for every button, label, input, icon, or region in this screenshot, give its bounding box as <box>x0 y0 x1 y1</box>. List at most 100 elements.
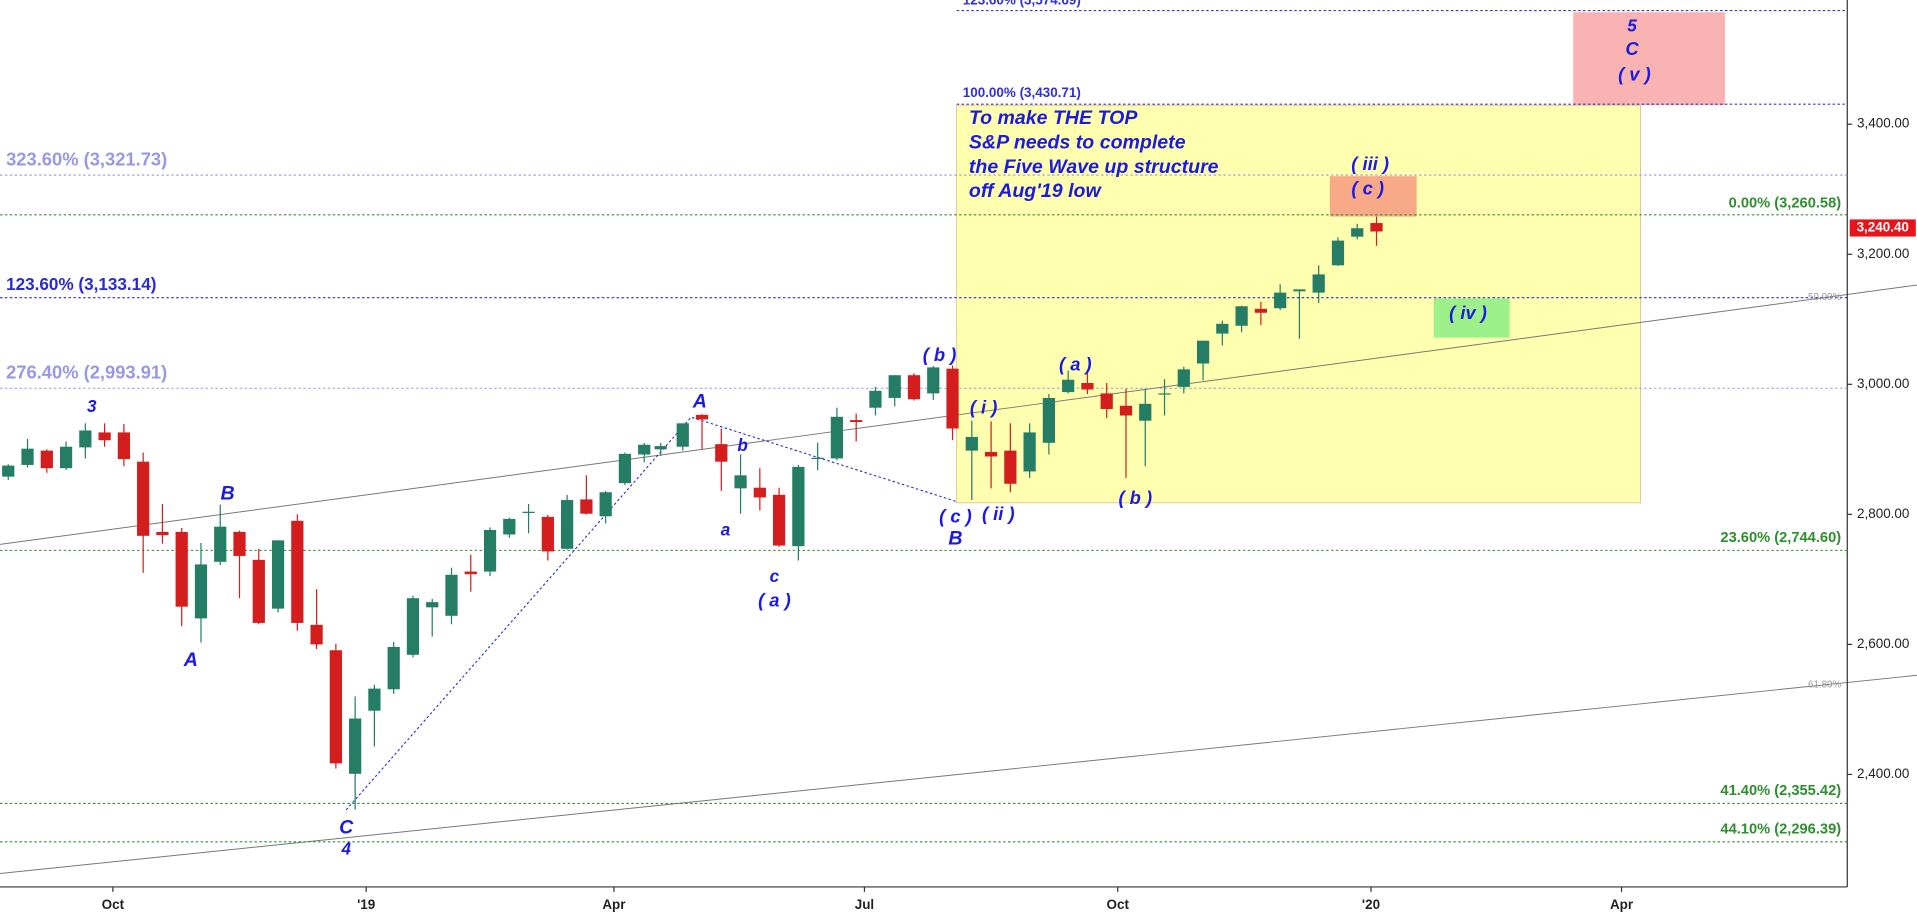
candle-body <box>772 494 786 546</box>
x-tick-label: '20 <box>1362 897 1380 912</box>
y-tick-label: 3,000.00 <box>1857 376 1909 391</box>
fan-label: 50.00% <box>1808 292 1841 303</box>
wave-label: A <box>183 649 198 671</box>
candle-body <box>638 444 651 455</box>
wave-label: ( c ) <box>939 505 972 526</box>
candle-body <box>426 602 439 608</box>
candle-body <box>654 446 667 450</box>
candle-body <box>1370 223 1383 232</box>
candle-body <box>618 453 632 484</box>
x-tick-label: Apr <box>1610 897 1634 912</box>
candle-body <box>214 526 227 562</box>
candle-body <box>580 499 593 514</box>
wave-label: c <box>770 567 780 586</box>
candle-body <box>349 718 362 774</box>
candle-body <box>310 624 323 645</box>
wave-label: ( a ) <box>1059 354 1092 375</box>
fib-label: 323.60% (3,321.73) <box>6 148 167 169</box>
candle-body <box>1062 379 1075 393</box>
wave-label: ( iv ) <box>1449 302 1487 323</box>
candle-body <box>1042 397 1056 443</box>
x-tick-label: Oct <box>102 897 125 912</box>
candle-body <box>271 540 285 609</box>
wave-label: A <box>692 391 707 413</box>
candle-body <box>1254 308 1267 313</box>
fib-label: 123.60% (3,574.69) <box>963 0 1081 7</box>
candle-body <box>1235 306 1248 326</box>
candle-body <box>1081 382 1094 390</box>
wave-label: a <box>721 520 731 539</box>
wave-label: ( ii ) <box>982 503 1015 524</box>
fib-label: 123.60% (3,133.14) <box>6 275 156 294</box>
candle-body <box>117 432 131 460</box>
fib-label: 41.40% (2,355.42) <box>1720 783 1841 799</box>
candle-body <box>79 430 92 448</box>
fib-label: 276.40% (2,993.91) <box>6 361 167 382</box>
candle-body <box>965 436 978 451</box>
candle-body <box>445 574 458 616</box>
candle-body <box>252 559 265 623</box>
candle-body <box>175 531 188 607</box>
candle-body <box>695 414 709 420</box>
wave-label: ( c ) <box>1351 177 1384 198</box>
wave-label: ( iii ) <box>1351 153 1389 174</box>
wave-label: ( i ) <box>970 396 998 417</box>
candle-body <box>850 420 863 423</box>
candle-body <box>291 520 304 623</box>
fib-label: 23.60% (2,744.60) <box>1720 530 1841 546</box>
fan-label: 61.80% <box>1808 680 1841 691</box>
x-tick-label: Oct <box>1107 897 1130 912</box>
wave-label: ( b ) <box>923 344 957 365</box>
candle-body <box>1216 323 1229 334</box>
candle-body <box>137 461 150 536</box>
candle-body <box>522 511 535 513</box>
candle-body <box>734 475 747 489</box>
candle-body <box>869 390 882 408</box>
note-line: To make THE TOP <box>969 107 1138 129</box>
y-tick-label: 3,200.00 <box>1857 246 1909 261</box>
candle-body <box>194 564 208 619</box>
candle-body <box>1351 228 1364 237</box>
candle-body <box>156 531 169 536</box>
candle-body <box>811 457 824 459</box>
target-zone <box>956 104 1641 504</box>
candle-body <box>888 375 901 398</box>
x-tick-label: '19 <box>357 897 375 912</box>
candle-body <box>541 516 554 552</box>
candle-body <box>561 500 574 549</box>
y-tick-label: 2,800.00 <box>1857 506 1909 521</box>
y-tick-label: 3,400.00 <box>1857 116 1909 131</box>
wave-label: B <box>220 482 234 504</box>
wave-label: B <box>948 528 962 550</box>
x-tick-label: Apr <box>602 897 626 912</box>
candle-body <box>40 450 53 469</box>
wave-label: 4 <box>340 840 351 859</box>
wave-v-zone <box>1573 12 1725 106</box>
candle-body <box>792 466 805 547</box>
candle-body <box>927 367 940 394</box>
x-tick-label: Jul <box>855 897 874 912</box>
candle-body <box>233 531 246 556</box>
candle-body <box>1312 274 1325 293</box>
candle-body <box>599 492 612 517</box>
candle-body <box>753 487 766 498</box>
candle-body <box>1158 393 1171 395</box>
wave-label: 5 <box>1627 16 1637 35</box>
wave-iii-zone <box>1329 176 1417 217</box>
candle-body <box>1196 340 1210 364</box>
candle-body <box>1023 432 1036 472</box>
candle-body <box>368 688 381 711</box>
candle-body <box>387 646 400 690</box>
candle-body <box>1139 403 1152 421</box>
wave-label: C <box>339 816 354 838</box>
note-line: off Aug'19 low <box>969 180 1103 202</box>
trend-line <box>0 674 1917 874</box>
wave-iv-zone <box>1433 298 1510 338</box>
candle-body <box>1100 393 1113 410</box>
candle-body <box>1274 292 1287 309</box>
candle-body <box>1177 369 1190 387</box>
candle-body <box>907 375 921 400</box>
note-line: S&P needs to complete <box>969 131 1186 153</box>
